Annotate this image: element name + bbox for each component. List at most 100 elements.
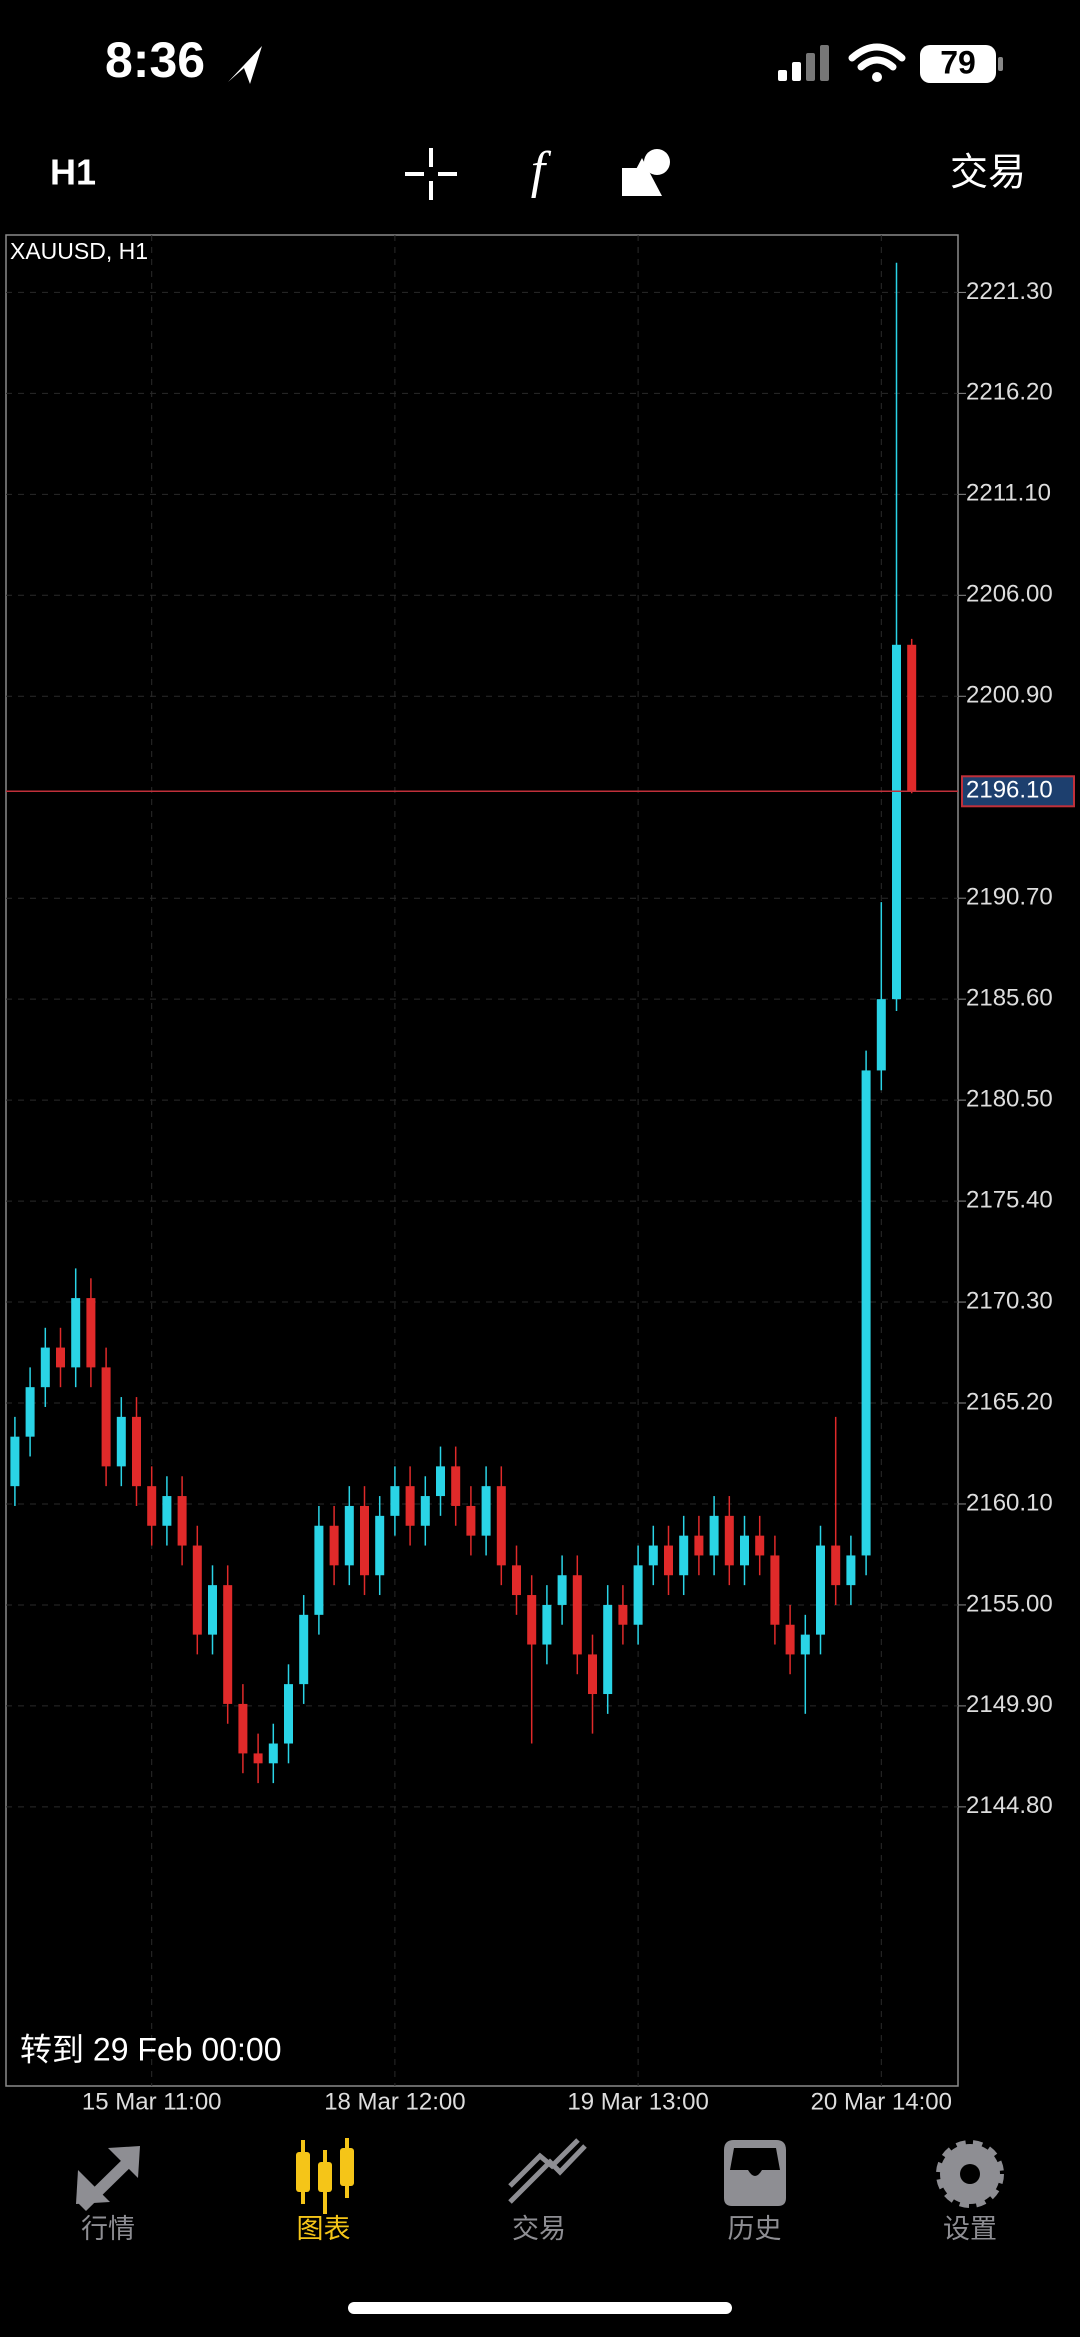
current-price-box <box>961 775 1075 808</box>
candle-body <box>177 1496 187 1546</box>
candle-body <box>451 1466 461 1506</box>
chart-frame <box>5 234 959 2087</box>
candle-body <box>694 1535 704 1556</box>
y-tick-label: 2216.20 <box>966 379 1053 406</box>
candle-body <box>299 1614 309 1685</box>
timeframe-button[interactable]: H1 <box>50 152 96 193</box>
candle-body <box>770 1555 780 1625</box>
candle-body <box>542 1604 552 1645</box>
chart-symbol: XAUUSD, H1 <box>10 238 148 264</box>
candle-body <box>588 1654 597 1695</box>
candle-body <box>86 1298 96 1368</box>
x-tick-label: 19 Mar 13:00 <box>567 2088 708 2115</box>
y-tick-label: 2170.30 <box>966 1287 1053 1314</box>
candle-body <box>603 1604 613 1695</box>
candle-body <box>420 1496 430 1526</box>
goto-button[interactable]: 转到 29 Feb 00:00 <box>20 2031 282 2067</box>
current-price-label: 2196.10 <box>966 777 1053 804</box>
candle-body <box>25 1387 35 1437</box>
y-tick-label: 2180.50 <box>966 1085 1053 1112</box>
candle-body <box>831 1545 841 1586</box>
y-tick-label: 2160.10 <box>966 1489 1053 1516</box>
settings-icon <box>936 2140 1004 2208</box>
candle-body <box>344 1505 354 1566</box>
wifi-icon <box>848 43 906 71</box>
candle-body <box>268 1743 278 1764</box>
y-tick-label: 2149.90 <box>966 1691 1053 1718</box>
candle-body <box>724 1515 734 1566</box>
chart: 2221.30 2216.20 2211.10 2206.00 2200.90 2190.… <box>6 235 1075 2115</box>
y-tick-label: 2185.60 <box>966 984 1053 1011</box>
battery-tip <box>998 57 1003 71</box>
candle-body <box>740 1535 749 1566</box>
y-tick-label: 2155.00 <box>966 1590 1053 1617</box>
candle-body <box>390 1486 400 1516</box>
candle-body <box>71 1298 81 1368</box>
y-tick-label: 2221.30 <box>966 278 1053 305</box>
trade-button[interactable]: 交易 <box>950 152 1026 194</box>
candle-body <box>238 1703 248 1754</box>
signal-icon <box>778 45 829 81</box>
candle-body <box>375 1515 385 1576</box>
x-tick-label: 15 Mar 11:00 <box>82 2088 222 2115</box>
history-icon <box>724 2140 786 2206</box>
candle-body <box>861 1070 871 1556</box>
candle-body <box>557 1575 567 1605</box>
candle-body <box>147 1486 157 1526</box>
candle-body <box>101 1367 111 1467</box>
candle-body <box>56 1347 65 1368</box>
candle-body <box>436 1466 445 1497</box>
candle-body <box>284 1684 293 1744</box>
tab-bar: 行情 图表 交易 历史 设置 <box>81 2214 997 2244</box>
candle-body <box>496 1486 506 1566</box>
location-icon <box>228 46 262 84</box>
battery <box>920 45 996 83</box>
y-tick-label: 2200.90 <box>966 682 1053 709</box>
candle-body <box>527 1595 537 1645</box>
quotes-icon <box>76 2146 140 2211</box>
candle-body <box>785 1624 795 1655</box>
candle-body <box>816 1545 825 1635</box>
candle-body <box>314 1525 324 1615</box>
tab-label[interactable]: 图表 <box>297 2214 351 2244</box>
candle-body <box>512 1565 521 1596</box>
candle-body <box>192 1545 202 1635</box>
candle-body <box>633 1565 643 1625</box>
candle-body <box>10 1436 20 1487</box>
candle-body <box>709 1515 719 1556</box>
candle-body <box>162 1496 172 1526</box>
candle-body <box>208 1585 217 1635</box>
candle-body <box>466 1505 476 1536</box>
chart-icon <box>296 2138 354 2214</box>
y-tick-label: 2144.80 <box>966 1792 1053 1819</box>
candle-body <box>648 1545 658 1566</box>
crosshair-button[interactable] <box>405 148 457 200</box>
x-tick-label: 18 Mar 12:00 <box>324 2088 465 2115</box>
candle-body <box>572 1575 582 1655</box>
home-indicator <box>348 2302 732 2314</box>
candle-body <box>876 999 886 1071</box>
battery-level: 79 <box>940 44 976 80</box>
candle-body <box>132 1416 141 1487</box>
tab-label[interactable]: 行情 <box>81 2214 135 2244</box>
y-tick-label: 2165.20 <box>966 1388 1053 1415</box>
candle-body <box>618 1604 628 1625</box>
candle-body <box>40 1347 50 1388</box>
tab-label[interactable]: 交易 <box>512 2214 566 2244</box>
candle-body <box>116 1416 126 1467</box>
tab-label[interactable]: 设置 <box>943 2214 997 2244</box>
objects-button[interactable] <box>622 149 670 196</box>
candle-body <box>253 1753 263 1764</box>
tab-label[interactable]: 历史 <box>728 2214 782 2244</box>
candle-body <box>892 644 901 1000</box>
x-tick-label: 20 Mar 14:00 <box>811 2088 952 2115</box>
candle-body <box>907 644 917 792</box>
y-tick-label: 2175.40 <box>966 1186 1053 1213</box>
candle-body <box>679 1535 689 1576</box>
candle-body <box>481 1486 491 1536</box>
status-time: 8:36 <box>105 32 205 88</box>
candle-body <box>755 1535 765 1556</box>
candle-body <box>800 1634 810 1655</box>
